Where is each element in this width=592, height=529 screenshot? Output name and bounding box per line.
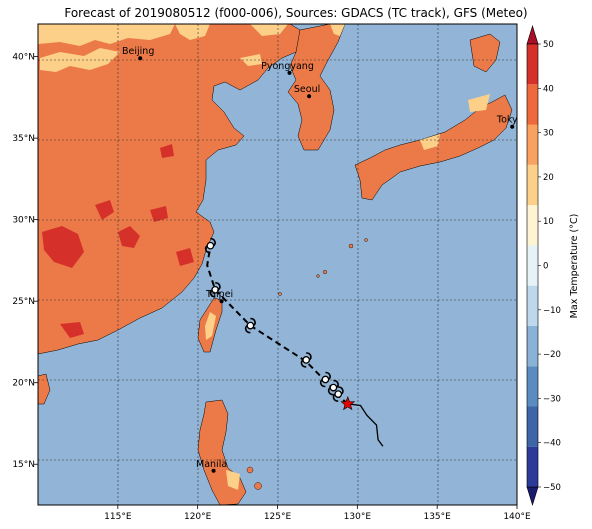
colorbar-swatch [527,285,538,326]
lat-tick-label: 35°N [12,134,35,144]
longitude-ticks: 115°E 120°E 125°E 130°E 135°E 140°E [104,505,531,522]
city-label: Beijing [122,46,154,57]
lon-tick-label: 125°E [264,512,292,522]
cyclone-symbols [204,237,344,402]
city-dot [219,299,224,304]
cyclone-symbol [244,317,256,334]
colorbar-tick-label: 20 [543,173,554,183]
colorbar-tick-label: −10 [543,306,561,316]
city-dot [510,124,515,129]
track-past-line [347,403,384,447]
city-label: Taipei [205,289,233,300]
colorbar-swatch [527,164,538,206]
colorbar-min-arrow [526,486,539,507]
map-area[interactable]: Beijing Pyongyang Seoul Tokyo Taipei Manila [38,24,524,505]
gridlines [38,24,517,505]
colorbar-swatch [527,446,538,487]
colorbar: −50 −40 −30 −20 −10 0 10 20 30 40 50 [526,24,561,507]
colorbar-tick-label: 30 [543,129,554,139]
lat-tick-label: 15°N [12,460,35,470]
current-position-marker [340,396,356,411]
colorbar-swatch [527,325,538,367]
taiwan-highland [205,312,216,340]
latitude-ticks: 15°N 20°N 25°N 30°N 35°N 40°N [12,53,38,470]
lat-tick-label: 30°N [12,216,35,226]
city-label: Seoul [294,84,320,95]
colorbar-tick-label: −50 [543,483,561,493]
south-coast [38,373,51,405]
colorbar-swatch [527,245,538,286]
colorbar-label: Max Temperature (°C) [569,214,580,319]
colorbar-swatch [527,44,538,85]
mainland-asia [38,24,311,355]
cyclone-symbol [319,371,331,388]
colorbar-swatch [527,406,538,447]
city-label: Pyongyang [261,61,314,72]
colorbar-swatch [527,205,538,246]
lat-tick-label: 20°N [12,379,35,389]
city-label: Manila [196,459,227,470]
lon-tick-label: 120°E [184,512,212,522]
cyclone-symbol [209,281,221,298]
lat-tick-label: 25°N [12,297,35,307]
cyclone-symbol [300,352,312,368]
colorbar-tick-label: −20 [543,350,561,360]
city-dot [211,468,216,473]
lon-tick-label: 115°E [104,512,132,522]
colorbar-swatch [527,84,538,125]
lon-tick-label: 130°E [344,512,372,522]
small-islands [246,238,368,490]
japan-islands [354,94,513,201]
hot-spots [42,144,194,338]
city-dot [307,94,312,99]
cyclone-symbol [327,379,339,396]
colorbar-max-arrow [526,24,539,45]
cyclone-symbol [332,386,344,402]
colorbar-tick-label: 10 [543,217,554,227]
colorbar-swatch [527,366,538,407]
cyclone-symbol [204,237,216,254]
colorbar-tick-label: −30 [543,394,561,404]
map-title: Forecast of 2019080512 (f000-006), Sourc… [64,6,528,20]
colorbar-tick-label: 50 [543,40,554,50]
lon-tick-label: 135°E [423,512,451,522]
lon-tick-label: 140°E [503,512,531,522]
city-dot [138,56,143,61]
korea-peninsula [287,24,346,151]
city-dot [287,70,292,75]
lat-tick-label: 40°N [12,53,35,63]
colorbar-tick-label: 40 [543,84,554,94]
track-forecast-line [206,245,349,405]
city-label: Tokyo [496,115,524,126]
colorbar-tick-label: −40 [543,439,561,449]
current-position-star [340,396,356,411]
cities: Beijing Pyongyang Seoul Tokyo Taipei Manila [122,46,524,473]
colorbar-tick-label: 0 [543,262,548,272]
colorbar-swatch [527,124,538,165]
